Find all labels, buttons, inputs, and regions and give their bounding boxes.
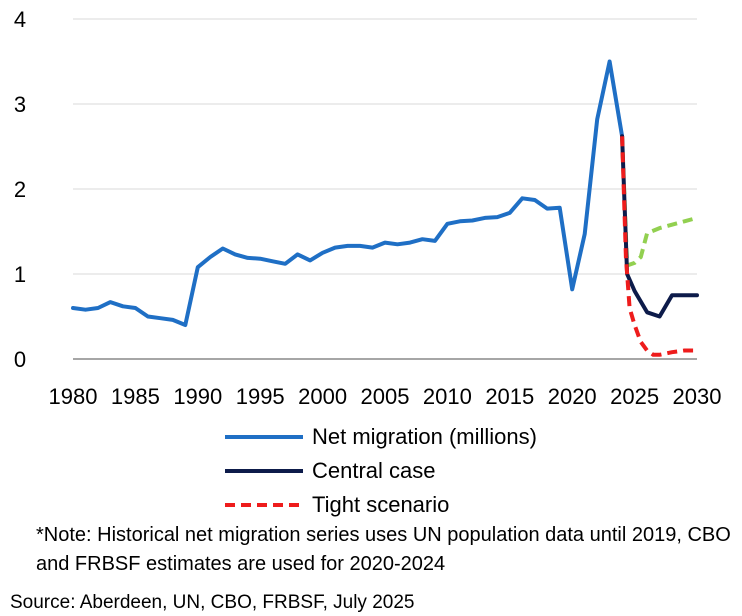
series-net-migration-millions-line [71,59,625,327]
x-tick-2025: 2025 [610,384,659,409]
chart-source: Source: Aberdeen, UN, CBO, FRBSF, July 2… [10,592,415,613]
y-tick-labels: 0 1 2 3 4 [14,7,26,372]
legend-label-central-case: Central case [312,458,436,483]
legend-label-tight-scenario: Tight scenario [312,492,450,517]
x-tick-1980: 1980 [49,384,98,409]
line-chart: 0 1 2 3 4 1980 1985 1990 1995 2000 2005 2010 2015 20… [14,7,722,507]
chart-note: *Note: Historical net migration series u… [36,524,731,575]
x-tick-1985: 1985 [111,384,160,409]
x-tick-2005: 2005 [361,384,410,409]
series-central-case-line [620,134,699,319]
y-tick-1: 1 [14,262,26,287]
y-tick-3: 3 [14,92,26,117]
x-tick-2010: 2010 [423,384,472,409]
series-lines [71,59,699,357]
x-tick-1995: 1995 [236,384,285,409]
series-tight-scenario-line [620,136,697,357]
series-alternative-scenario-line [620,136,698,268]
gridlines [73,18,697,360]
x-tick-2030: 2030 [673,384,722,409]
x-tick-labels: 1980 1985 1990 1995 2000 2005 2010 2015 2020 2025… [49,384,722,409]
x-tick-2015: 2015 [485,384,534,409]
y-tick-4: 4 [14,7,26,32]
y-tick-0: 0 [14,347,26,372]
y-tick-2: 2 [14,177,26,202]
x-tick-2000: 2000 [298,384,347,409]
legend-swatches [225,435,303,507]
x-tick-2020: 2020 [548,384,597,409]
x-tick-1990: 1990 [173,384,222,409]
legend-label-net-migration: Net migration (millions) [312,424,537,449]
